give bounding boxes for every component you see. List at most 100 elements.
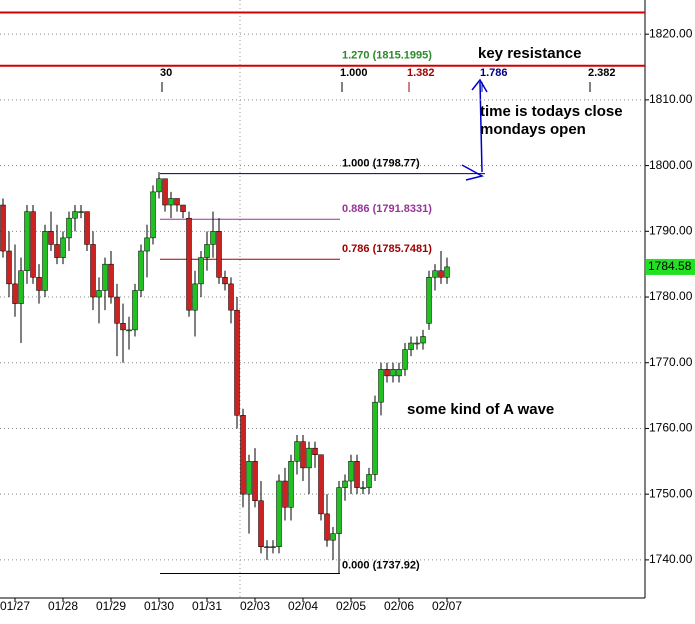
candle-body <box>150 191 156 239</box>
candle-body <box>138 250 144 291</box>
x-tick-label: 01/29 <box>96 599 126 613</box>
candle-body <box>60 237 66 258</box>
candle-body <box>444 266 450 278</box>
candle-body <box>168 198 174 206</box>
candle-body <box>378 369 384 403</box>
candle-body <box>246 461 252 495</box>
candle-body <box>264 546 270 548</box>
candle-body <box>72 211 78 219</box>
candle-body <box>114 296 120 324</box>
candle-body <box>222 277 228 285</box>
candle-body <box>48 231 54 245</box>
fib-label: 0.000 (1737.92) <box>342 559 420 571</box>
candle-body <box>240 415 246 495</box>
arrow-tail <box>471 78 488 93</box>
candle-body <box>132 290 138 331</box>
candle-body <box>192 283 198 311</box>
y-tick-label: 1820.00 <box>649 26 693 40</box>
candle-body <box>78 211 84 213</box>
candle-body <box>120 323 126 331</box>
candle-body <box>396 369 402 377</box>
candle-body <box>108 263 114 298</box>
candle-body <box>348 461 354 482</box>
fib-label: 0.786 (1785.7481) <box>342 243 432 255</box>
y-tick-label: 1790.00 <box>649 223 693 237</box>
time-fib-label: 2.382 <box>588 67 616 79</box>
candle-body <box>162 178 168 206</box>
fib-label: 1.000 (1798.77) <box>342 158 420 170</box>
candle-body <box>12 283 18 304</box>
candle-body <box>408 342 414 350</box>
candle-body <box>342 480 348 488</box>
y-tick-label: 1760.00 <box>649 421 693 435</box>
candle-body <box>426 277 432 324</box>
candle-body <box>126 329 132 332</box>
fib-label: 0.886 (1791.8331) <box>342 203 432 215</box>
candle-body <box>438 270 444 278</box>
x-tick-label: 02/07 <box>432 599 462 613</box>
annotation: mondays open <box>480 121 586 138</box>
candle-body <box>96 290 102 298</box>
candle-body <box>180 204 186 212</box>
x-tick-label: 01/31 <box>192 599 222 613</box>
candle-body <box>294 441 300 462</box>
candle-body <box>54 244 60 258</box>
arrow-shaft <box>479 81 483 173</box>
candle-body <box>318 454 324 515</box>
annotation: some kind of A wave <box>407 401 554 418</box>
candle-body <box>66 217 72 239</box>
y-tick-label: 1810.00 <box>649 92 693 106</box>
x-tick-label: 02/05 <box>336 599 366 613</box>
candle-body <box>102 263 108 291</box>
time-fib-label: 30 <box>160 67 172 79</box>
candle-body <box>258 500 264 547</box>
candle-body <box>300 441 306 469</box>
candle-body <box>372 401 378 475</box>
candle-body <box>174 198 180 206</box>
annotation: key resistance <box>478 45 581 62</box>
x-tick-label: 02/06 <box>384 599 414 613</box>
candle-body <box>390 369 396 377</box>
y-tick-label: 1800.00 <box>649 158 693 172</box>
x-tick-label: 01/27 <box>0 599 30 613</box>
candle-body <box>276 480 282 547</box>
candle-body <box>198 257 204 285</box>
candle-body <box>84 211 90 245</box>
candle-body <box>366 474 372 488</box>
candle-body <box>252 461 258 501</box>
candle-body <box>324 513 330 541</box>
candle-body <box>288 461 294 508</box>
candle-body <box>24 211 30 271</box>
annotation: time is todays close <box>480 103 623 120</box>
time-fib-label: 1.786 <box>480 67 508 79</box>
candle-body <box>282 480 288 508</box>
candle-body <box>6 250 12 285</box>
candle-body <box>270 546 276 548</box>
candle-body <box>156 178 162 193</box>
x-tick-label: 02/03 <box>240 599 270 613</box>
time-fib-label: 1.382 <box>407 67 435 79</box>
last-price-label: 1784.58 <box>648 259 692 273</box>
candle-body <box>312 447 318 455</box>
time-fib-label: 1.000 <box>340 67 368 79</box>
candle-body <box>18 270 24 304</box>
candle-body <box>186 217 192 311</box>
candle-body <box>216 231 222 278</box>
last-price-box <box>646 258 695 275</box>
fib-label: 1.270 (1815.1995) <box>342 50 432 62</box>
candle-body <box>360 487 366 489</box>
candle-body <box>432 270 438 278</box>
candle-body <box>42 231 48 291</box>
x-tick-label: 01/28 <box>48 599 78 613</box>
y-tick-label: 1740.00 <box>649 552 693 566</box>
candle-body <box>384 369 390 377</box>
candle-body <box>234 309 240 416</box>
y-tick-label: 1770.00 <box>649 355 693 369</box>
x-tick-label: 01/30 <box>144 599 174 613</box>
candle-body <box>144 237 150 252</box>
arrow-head <box>461 164 485 181</box>
candle-body <box>420 336 426 344</box>
y-tick-label: 1780.00 <box>649 289 693 303</box>
candle-body <box>402 349 408 370</box>
